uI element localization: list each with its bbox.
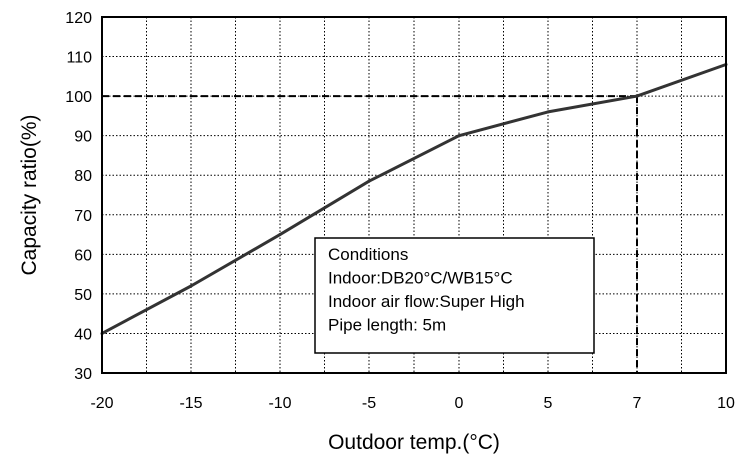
x-tick-labels: -20 -15 -10 -5 0 5 7 10	[90, 395, 735, 412]
y-tick-label: 90	[74, 129, 92, 146]
y-tick-label: 50	[74, 287, 92, 304]
y-tick-labels: 30 40 50 60 70 80 90 100 110 120	[65, 10, 92, 383]
y-axis-label: Capacity ratio(%)	[18, 114, 41, 275]
data-point	[635, 94, 639, 98]
x-tick-label: 5	[544, 395, 553, 412]
y-tick-label: 110	[66, 50, 92, 67]
data-point	[367, 179, 371, 183]
conditions-line: Pipe length: 5m	[328, 316, 446, 335]
data-point	[189, 284, 193, 288]
y-tick-label: 70	[74, 208, 92, 225]
plot-frame	[101, 16, 727, 374]
conditions-box-border	[314, 237, 595, 354]
reference-lines	[102, 95, 638, 373]
y-tick-label: 120	[65, 10, 92, 27]
y-tick-label: 40	[74, 326, 92, 343]
y-tick-label: 80	[74, 168, 92, 185]
y-tick-label: 60	[74, 247, 92, 264]
x-tick-label: 7	[633, 395, 642, 412]
conditions-box: Conditions Indoor:DB20°C/WB15°C Indoor air…	[314, 237, 595, 354]
x-axis-label: Outdoor temp.(°C)	[328, 431, 500, 454]
y-tick-label: 30	[74, 366, 92, 383]
y-tick-label: 100	[65, 89, 92, 106]
x-tick-label: 0	[455, 395, 464, 412]
x-tick-label: -15	[179, 395, 202, 412]
series-line	[101, 63, 727, 335]
data-point	[278, 233, 282, 237]
conditions-line: Conditions	[328, 245, 408, 264]
conditions-line: Indoor air flow:Super High	[328, 292, 525, 311]
x-tick-label: -20	[90, 395, 113, 412]
data-point	[546, 110, 550, 114]
data-point	[457, 134, 461, 138]
x-tick-label: -10	[268, 395, 291, 412]
conditions-line: Indoor:DB20°C/WB15°C	[328, 269, 513, 288]
x-tick-label: 10	[717, 395, 735, 412]
x-tick-label: -5	[362, 395, 376, 412]
